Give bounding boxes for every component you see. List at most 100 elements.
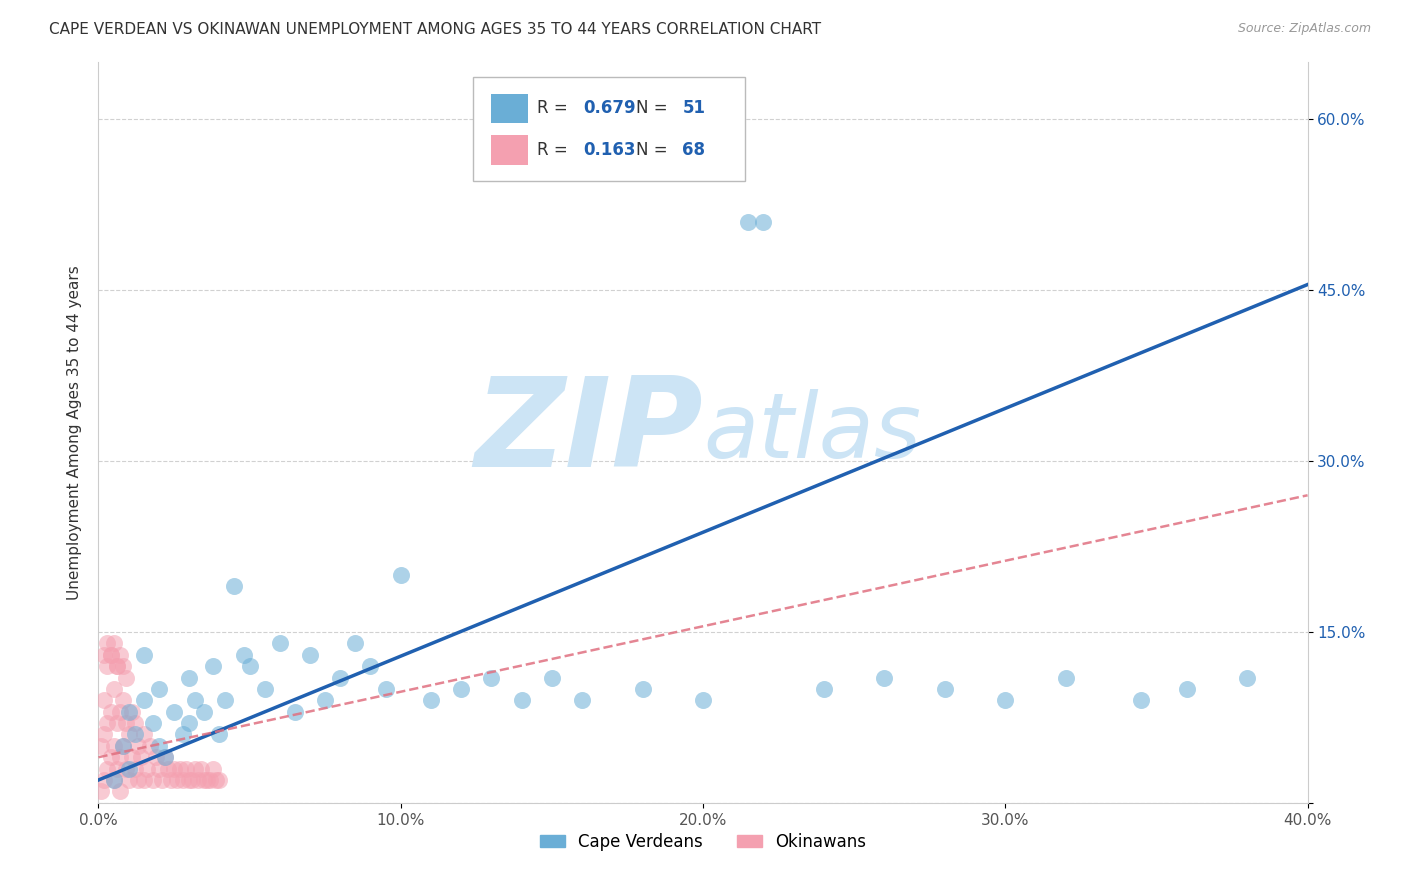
Point [208,727,231,741]
Point [160,772,183,787]
Point [100,648,122,662]
Point [105,762,128,776]
Point [284,705,307,719]
Point [253,681,276,696]
Point [90,784,112,798]
Point [193,772,215,787]
Point [299,648,322,662]
FancyBboxPatch shape [474,78,745,181]
Text: 0.163: 0.163 [583,141,636,159]
Point [224,579,246,593]
Point [114,716,136,731]
Point [121,750,143,764]
Point [111,739,134,753]
Point [994,693,1017,707]
Text: 68: 68 [682,141,706,159]
Point [111,739,134,753]
Point [148,739,170,753]
Point [179,716,201,731]
Point [631,681,654,696]
Text: Source: ZipAtlas.com: Source: ZipAtlas.com [1237,22,1371,36]
Legend: Cape Verdeans, Okinawans: Cape Verdeans, Okinawans [533,826,873,857]
Point [100,750,122,764]
Point [108,648,131,662]
Point [420,693,443,707]
Point [108,705,131,719]
Point [208,772,231,787]
Point [510,693,533,707]
Point [181,772,204,787]
Point [90,739,112,753]
Point [190,762,212,776]
Point [1175,681,1198,696]
Point [179,772,201,787]
Point [108,784,131,798]
Text: atlas: atlas [703,389,921,476]
Point [124,716,146,731]
Point [148,762,170,776]
Point [111,659,134,673]
Point [752,215,775,229]
Point [163,705,186,719]
Point [142,716,165,731]
Point [169,762,191,776]
Point [202,659,225,673]
Point [93,772,115,787]
Point [166,772,188,787]
Point [96,716,118,731]
Point [132,648,155,662]
Point [374,681,396,696]
Point [571,693,593,707]
Point [105,716,128,731]
Point [114,671,136,685]
Point [96,636,118,650]
Point [103,772,125,787]
Point [360,659,382,673]
Point [450,681,472,696]
Point [145,750,167,764]
Point [153,750,176,764]
Point [1236,671,1258,685]
Point [934,681,956,696]
Text: R =: R = [537,141,568,159]
Point [156,762,179,776]
Point [127,772,149,787]
FancyBboxPatch shape [492,135,527,165]
Point [202,762,225,776]
Point [100,705,122,719]
Point [232,648,254,662]
Point [96,659,118,673]
Point [184,693,207,707]
Point [108,750,131,764]
Point [205,772,228,787]
Point [118,727,141,741]
Point [314,693,336,707]
Point [129,750,152,764]
Point [100,648,122,662]
Point [193,705,215,719]
Point [329,671,352,685]
Point [103,681,125,696]
Text: CAPE VERDEAN VS OKINAWAN UNEMPLOYMENT AMONG AGES 35 TO 44 YEARS CORRELATION CHAR: CAPE VERDEAN VS OKINAWAN UNEMPLOYMENT AM… [49,22,821,37]
Point [737,215,759,229]
Point [127,739,149,753]
Text: N =: N = [637,141,668,159]
Point [269,636,291,650]
Point [239,659,262,673]
Point [179,671,201,685]
Point [96,762,118,776]
Point [163,762,186,776]
Point [118,705,141,719]
Point [105,659,128,673]
Point [873,671,896,685]
Point [172,727,194,741]
Point [174,762,197,776]
Y-axis label: Unemployment Among Ages 35 to 44 years: Unemployment Among Ages 35 to 44 years [66,265,82,600]
Point [118,772,141,787]
Point [1130,693,1153,707]
Text: R =: R = [537,99,568,118]
Text: ZIP: ZIP [474,372,703,493]
Point [139,739,162,753]
Point [214,693,236,707]
Point [93,648,115,662]
